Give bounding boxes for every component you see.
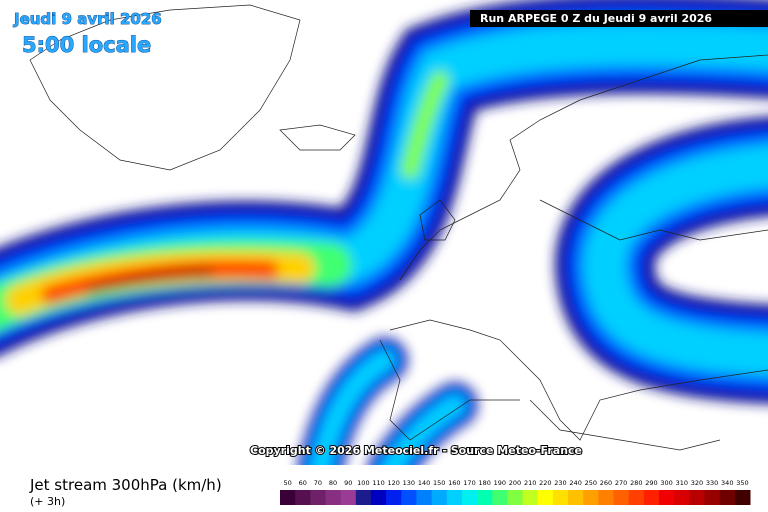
legend-label: 310 <box>676 479 688 487</box>
legend-swatch <box>461 490 478 505</box>
legend-label: 230 <box>554 479 566 487</box>
legend-swatch <box>295 490 311 505</box>
legend-label: 270 <box>615 479 627 487</box>
legend-swatch <box>659 490 675 505</box>
legend-label: 90 <box>344 479 352 487</box>
legend-label: 330 <box>706 479 718 487</box>
legend-swatch <box>704 490 721 505</box>
legend-label: 180 <box>478 479 490 487</box>
legend-label: 70 <box>314 479 322 487</box>
coastlines <box>29 4 768 451</box>
legend-label: 280 <box>630 479 642 487</box>
run-box <box>470 10 768 27</box>
legend-label: 120 <box>387 479 399 487</box>
jet-band <box>401 71 449 179</box>
legend-swatch <box>325 490 342 505</box>
jet-stream <box>0 0 768 493</box>
legend-label: 170 <box>463 479 475 487</box>
legend-swatch <box>340 490 357 505</box>
time: 5:00 locale <box>22 33 151 57</box>
legend-swatch <box>386 490 402 505</box>
legend-label: 260 <box>600 479 612 487</box>
legend-label: 340 <box>721 479 733 487</box>
legend-label: 290 <box>645 479 657 487</box>
legend-swatch <box>568 490 584 505</box>
legend-swatch <box>537 490 554 505</box>
legend-label: 350 <box>736 479 748 487</box>
legend-swatch <box>355 490 372 505</box>
legend-label: 50 <box>283 479 291 487</box>
legend-swatch <box>689 490 706 505</box>
date: Jeudi 9 avril 2026 <box>13 10 162 28</box>
legend-swatch <box>401 490 417 505</box>
run: Run ARPEGE 0 Z du Jeudi 9 avril 2026 <box>480 12 712 25</box>
legend-swatch <box>628 490 645 505</box>
legend-swatch <box>613 490 630 505</box>
legend-swatch <box>643 490 660 505</box>
legend-label: 320 <box>691 479 703 487</box>
legend-swatch <box>598 490 615 505</box>
legend-swatch <box>370 490 387 505</box>
legend-swatch <box>492 490 508 505</box>
legend-label: 200 <box>509 479 521 487</box>
legend-label: 150 <box>433 479 445 487</box>
legend-swatch <box>552 490 569 505</box>
copyright: Copyright © 2026 Meteociel.fr - Source M… <box>250 444 582 457</box>
legend-swatch <box>477 490 493 505</box>
jet-band <box>311 351 394 479</box>
legend-swatch <box>280 490 296 505</box>
legend-swatch <box>507 490 524 505</box>
legend-label: 60 <box>299 479 307 487</box>
legend-label: 140 <box>418 479 430 487</box>
legend-label: 130 <box>403 479 415 487</box>
legend-swatch <box>416 490 433 505</box>
footer-lead: (+ 3h) <box>30 495 65 508</box>
legend-swatch <box>310 490 326 505</box>
legend-label: 210 <box>524 479 536 487</box>
legend-swatch <box>674 490 690 505</box>
jet-band <box>86 268 214 294</box>
legend-swatch <box>583 490 599 505</box>
legend-label: 250 <box>585 479 597 487</box>
legend-swatch <box>719 490 736 505</box>
legend: 50 60 70 80 90 100 110 120 130 140 150 160 170 180 190… <box>280 479 751 505</box>
legend-label: 100 <box>357 479 369 487</box>
legend-label: 300 <box>660 479 672 487</box>
legend-swatch <box>522 490 539 505</box>
legend-swatch <box>446 490 463 505</box>
legend-swatch <box>431 490 448 505</box>
legend-label: 190 <box>494 479 506 487</box>
jet-band <box>584 146 768 375</box>
legend-label: 220 <box>539 479 551 487</box>
legend-label: 80 <box>329 479 337 487</box>
legend-label: 110 <box>372 479 384 487</box>
footer-title: Jet stream 300hPa (km/h) <box>29 476 222 494</box>
jet-band <box>381 396 464 479</box>
legend-swatch <box>734 490 751 505</box>
legend-label: 240 <box>569 479 581 487</box>
legend-label: 160 <box>448 479 460 487</box>
